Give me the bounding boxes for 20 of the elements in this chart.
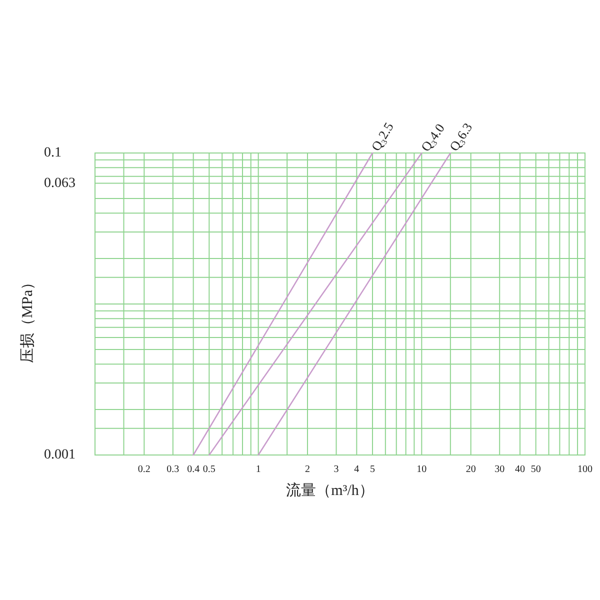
x-tick-label: 0.3: [166, 464, 180, 475]
x-tick-label: 0.4: [187, 464, 200, 475]
y-axis-title: 压损（MPa）: [19, 274, 36, 364]
x-tick-label: 40: [515, 464, 526, 475]
x-tick-label: 0.2: [138, 464, 150, 475]
x-tick-label: 4: [354, 464, 360, 475]
x-tick-label: 1: [256, 464, 261, 475]
x-tick-label: 3: [334, 464, 339, 475]
x-tick-label: 20: [466, 464, 476, 475]
x-tick-label: 100: [578, 464, 592, 475]
x-axis-title: 流量（m³/h）: [286, 482, 374, 499]
x-tick-label: 2: [305, 464, 310, 475]
y-tick-label: 0.001: [44, 448, 76, 462]
x-tick-label: 5: [370, 464, 375, 475]
x-tick-label: 10: [416, 464, 427, 475]
y-tick-label: 0.1: [44, 146, 62, 160]
x-tick-label: 30: [494, 464, 505, 475]
x-tick-label: 50: [530, 464, 541, 475]
x-tick-label: 0.5: [202, 464, 216, 475]
y-tick-label: 0.063: [44, 176, 76, 191]
